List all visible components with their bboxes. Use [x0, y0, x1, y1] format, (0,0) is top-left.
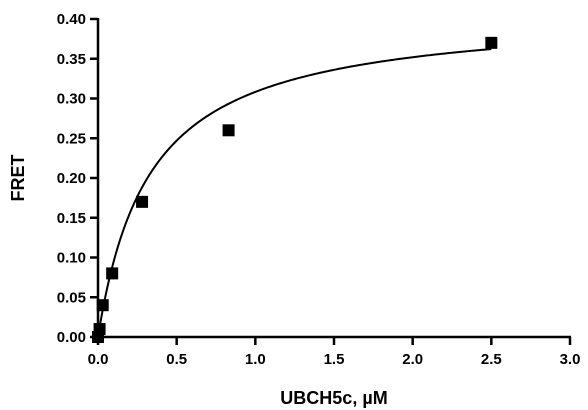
data-points [92, 36, 498, 343]
x-tick-label: 0.5 [166, 351, 187, 368]
x-tick-label: 1.0 [245, 351, 266, 368]
y-tick-label: 0.35 [57, 51, 86, 68]
y-tick-label: 0.15 [57, 210, 86, 227]
y-tick-label: 0.00 [57, 329, 86, 346]
fit-curve-group [97, 48, 492, 338]
x-tick-label: 0.0 [88, 351, 109, 368]
y-axis: 0.00 0.05 0.10 0.15 0.20 0.25 0.30 0.35 0.40 [57, 11, 100, 346]
y-tick-label: 0.25 [57, 130, 86, 147]
x-axis-label: UBCH5c, µM [280, 388, 387, 408]
y-tick-label: 0.40 [57, 11, 86, 28]
y-tick-label: 0.05 [57, 289, 86, 306]
x-tick-label: 2.5 [481, 351, 502, 368]
x-tick-label: 3.0 [560, 351, 581, 368]
y-tick-label: 0.20 [57, 170, 86, 187]
data-point [96, 299, 109, 312]
data-point [222, 124, 235, 137]
x-axis: 0.0 0.5 1.0 1.5 2.0 2.5 3.0 [88, 335, 581, 368]
x-tick-label: 1.5 [324, 351, 345, 368]
data-point [93, 323, 106, 336]
y-tick-label: 0.30 [57, 91, 86, 108]
data-point [485, 36, 498, 49]
data-point [136, 195, 149, 208]
fit-curve [97, 48, 492, 338]
x-tick-label: 2.0 [402, 351, 423, 368]
y-tick-label: 0.10 [57, 250, 86, 267]
y-axis-label: FRET [8, 155, 28, 202]
data-point [106, 267, 119, 280]
